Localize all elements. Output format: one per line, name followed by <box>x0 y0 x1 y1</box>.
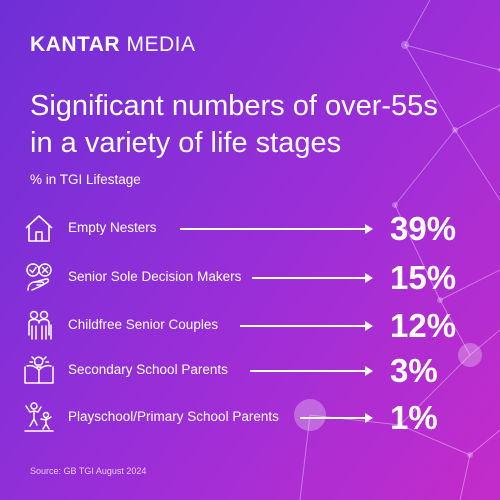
row-label: Playschool/Primary School Parents <box>68 409 279 424</box>
row-label: Secondary School Parents <box>68 362 228 377</box>
brand-name-bold: KANTAR <box>30 33 121 56</box>
title-line-1: Significant numbers of over-55s <box>30 90 438 122</box>
title-line-2: in a variety of life stages <box>30 127 342 159</box>
brand-logo: KANTAR MEDIA <box>30 34 195 55</box>
row-label: Senior Sole Decision Makers <box>68 269 242 284</box>
list-item-childfree-senior-couples: Childfree Senior Couples 12% <box>0 306 500 346</box>
list-item-playschool-primary-school-parents: Playschool/Primary School Parents 1% <box>0 398 500 438</box>
playing-children-icon <box>24 402 54 432</box>
house-icon <box>25 215 53 242</box>
row-value: 3% <box>390 352 438 389</box>
arrow-connector <box>240 321 373 331</box>
row-value: 39% <box>390 210 457 247</box>
senior-couple-icon <box>28 310 52 340</box>
row-value: 12% <box>390 307 457 344</box>
book-lightbulb-icon <box>24 356 54 384</box>
row-value: 15% <box>390 259 457 296</box>
row-value: 1% <box>390 399 438 436</box>
brand-name-light: MEDIA <box>126 33 196 56</box>
source-note: Source: GB TGI August 2024 <box>30 466 147 476</box>
arrow-connector <box>252 273 373 283</box>
page-subtitle: % in TGI Lifestage <box>30 172 141 187</box>
arrow-connector <box>180 224 373 234</box>
list-item-empty-nesters: Empty Nesters 39% <box>0 209 500 249</box>
list-item-secondary-school-parents: Secondary School Parents 3% <box>0 351 500 391</box>
arrow-connector <box>300 413 373 423</box>
page-title: Significant numbers of over-55s in a var… <box>30 88 470 162</box>
arrow-connector <box>250 366 373 376</box>
row-label: Empty Nesters <box>68 220 157 235</box>
decision-hand-icon <box>26 263 52 291</box>
list-item-senior-sole-decision-makers: Senior Sole Decision Makers 15% <box>0 258 500 298</box>
row-label: Childfree Senior Couples <box>68 317 219 332</box>
